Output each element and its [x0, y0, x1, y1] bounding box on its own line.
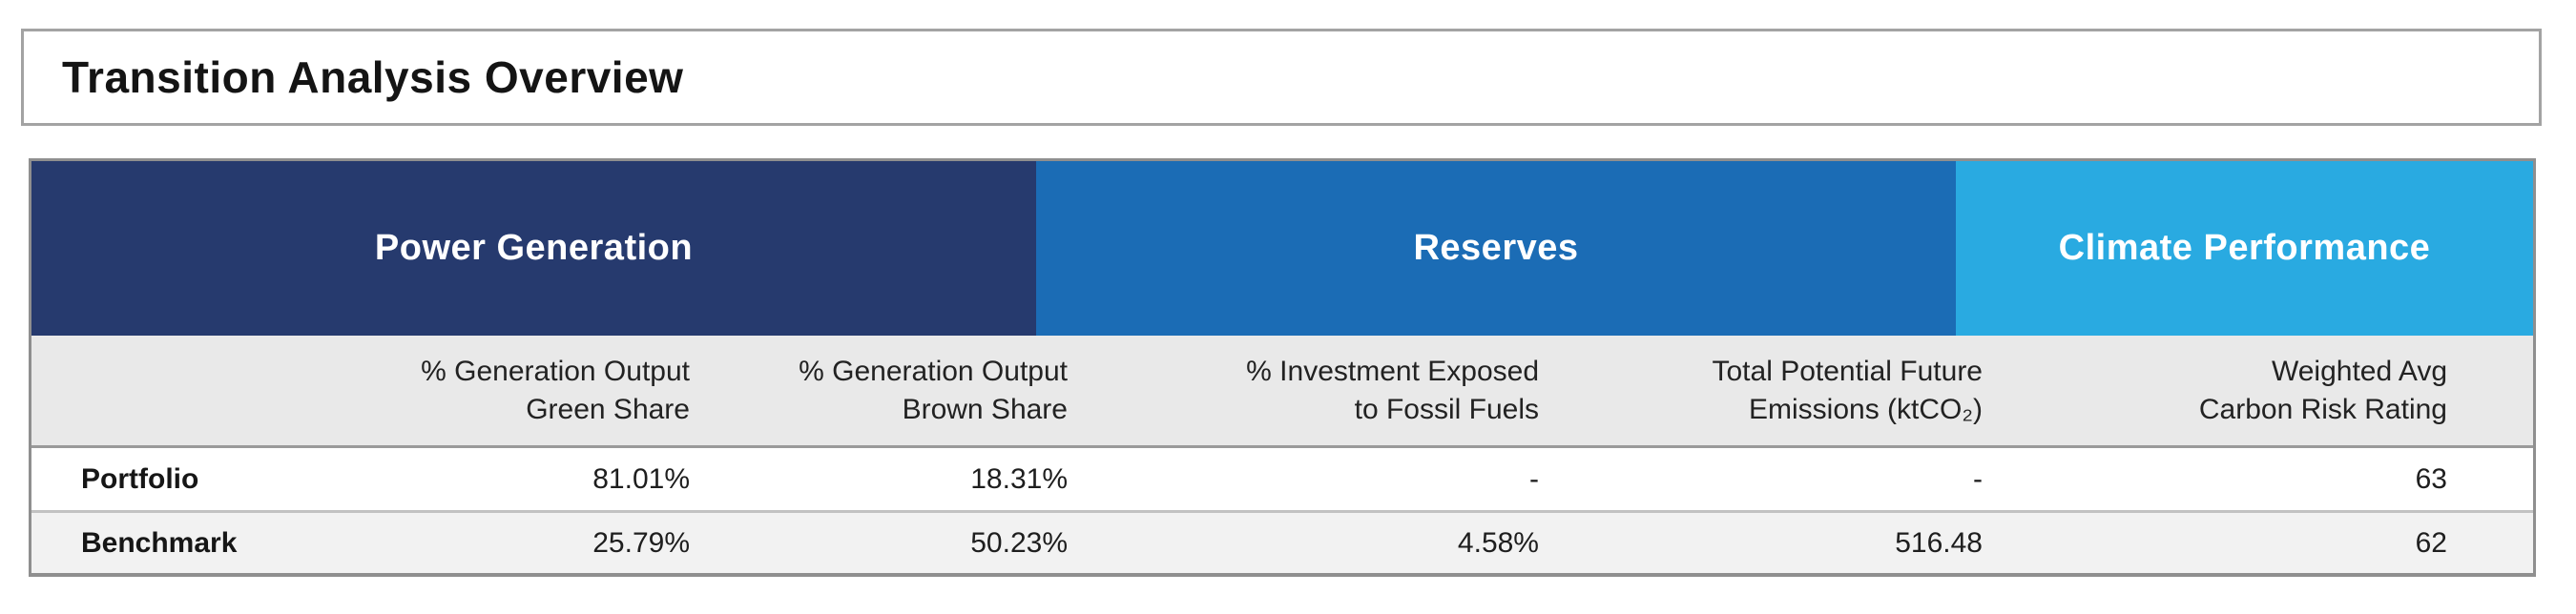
column-header-future-emissions: Total Potential Future Emissions (ktCO₂) — [1568, 336, 2011, 445]
section-title-box: Transition Analysis Overview — [21, 29, 2542, 126]
row-label-portfolio: Portfolio — [81, 462, 199, 495]
cell-portfolio-fossil-fuel: - — [1529, 462, 1539, 495]
column-header-empty — [31, 336, 365, 445]
cell-benchmark-emissions: 516.48 — [1895, 526, 1983, 559]
column-header-green-share: % Generation Output Green Share — [365, 336, 718, 445]
group-header-power-generation: Power Generation — [31, 161, 1036, 336]
table-row-benchmark: Benchmark 25.79% 50.23% 4.58% 516.48 62 — [31, 513, 2533, 573]
column-header-row: % Generation Output Green Share % Genera… — [31, 336, 2533, 448]
column-header-line: Weighted Avg — [2271, 355, 2447, 387]
cell-benchmark-fossil-fuel: 4.58% — [1457, 526, 1539, 559]
column-header-line: Carbon Risk Rating — [2198, 393, 2447, 425]
cell-portfolio-green-share: 81.01% — [592, 462, 690, 495]
cell-portfolio-emissions: - — [1973, 462, 1983, 495]
column-header-line: % Generation Output — [421, 355, 690, 387]
transition-analysis-table: Power Generation Reserves Climate Perfor… — [29, 158, 2536, 577]
cell-benchmark-brown-share: 50.23% — [970, 526, 1068, 559]
cell-benchmark-carbon-risk: 62 — [2415, 526, 2447, 559]
cell-portfolio-carbon-risk: 63 — [2415, 462, 2447, 495]
column-header-line: Brown Share — [902, 393, 1068, 425]
cell-benchmark-green-share: 25.79% — [592, 526, 690, 559]
column-header-line: Green Share — [526, 393, 690, 425]
group-header-row: Power Generation Reserves Climate Perfor… — [31, 161, 2533, 336]
group-header-climate-performance: Climate Performance — [1956, 161, 2533, 336]
table-row-portfolio: Portfolio 81.01% 18.31% - - 63 — [31, 448, 2533, 513]
column-header-line: Emissions (ktCO₂) — [1749, 393, 1983, 425]
column-header-brown-share: % Generation Output Brown Share — [718, 336, 1096, 445]
column-header-fossil-fuel-exposure: % Investment Exposed to Fossil Fuels — [1096, 336, 1568, 445]
column-header-line: % Investment Exposed — [1246, 355, 1539, 387]
column-header-carbon-risk-rating: Weighted Avg Carbon Risk Rating — [2011, 336, 2533, 445]
column-header-line: to Fossil Fuels — [1354, 393, 1539, 425]
group-header-reserves: Reserves — [1036, 161, 1956, 336]
column-header-line: % Generation Output — [799, 355, 1068, 387]
row-label-benchmark: Benchmark — [81, 526, 238, 559]
cell-portfolio-brown-share: 18.31% — [970, 462, 1068, 495]
column-header-line: Total Potential Future — [1712, 355, 1984, 387]
page-title: Transition Analysis Overview — [62, 52, 684, 102]
